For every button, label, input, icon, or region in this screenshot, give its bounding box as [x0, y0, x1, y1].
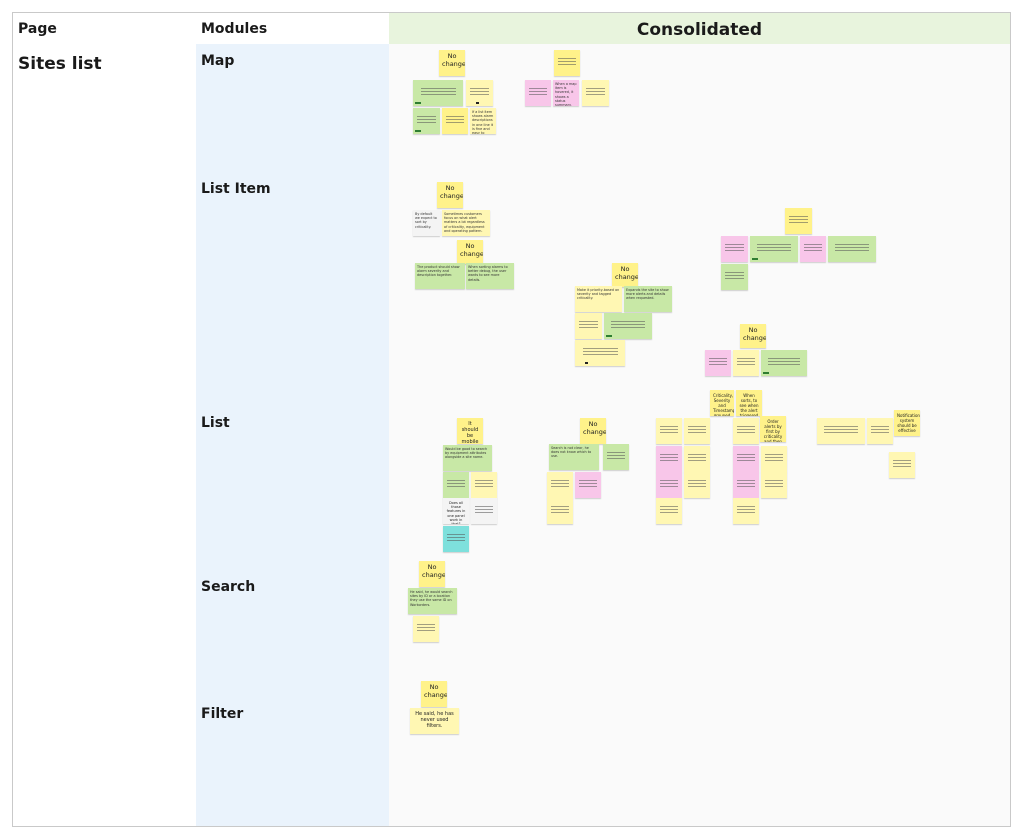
- sticky-note[interactable]: [656, 472, 682, 498]
- page-column-header: Page: [12, 12, 197, 45]
- sticky-note[interactable]: The product should show alarm severity a…: [415, 263, 465, 289]
- sticky-note[interactable]: [471, 498, 497, 524]
- sticky-note[interactable]: [761, 350, 807, 376]
- sticky-note[interactable]: [656, 498, 682, 524]
- sticky-note[interactable]: [684, 446, 710, 472]
- sticky-never-used-filters[interactable]: He said, he has never used filters.: [410, 708, 459, 734]
- sticky-no-change[interactable]: No change: [457, 240, 483, 264]
- sticky-note[interactable]: [525, 80, 551, 106]
- sticky-note[interactable]: [656, 446, 682, 472]
- sticky-note[interactable]: [684, 472, 710, 498]
- sticky-note[interactable]: [413, 108, 440, 134]
- sticky-note[interactable]: [684, 418, 710, 444]
- sticky-note[interactable]: [413, 80, 463, 106]
- sticky-note[interactable]: He said, he would search sites by ID or …: [408, 588, 457, 614]
- sticky-note[interactable]: [721, 264, 748, 290]
- sticky-note[interactable]: [443, 472, 469, 498]
- module-row-map: Map: [196, 44, 390, 173]
- sticky-note[interactable]: Make it priority-based on severity and t…: [575, 286, 622, 312]
- sticky-note[interactable]: When sorting alarms to better debug, the…: [466, 263, 514, 289]
- page-cell-sites-list: Sites list: [12, 44, 197, 827]
- sticky-note[interactable]: [575, 313, 602, 339]
- sticky-no-change[interactable]: No change: [437, 182, 463, 208]
- sticky-note[interactable]: [575, 340, 625, 366]
- sticky-note[interactable]: [471, 472, 497, 498]
- module-row-list: List: [196, 406, 390, 571]
- sticky-alert-triggered[interactable]: When sorts, to see when the alert trigge…: [736, 390, 762, 416]
- sticky-note[interactable]: [733, 446, 759, 472]
- sticky-note[interactable]: Sometimes customers focus on what alert …: [442, 210, 490, 236]
- sticky-note[interactable]: [867, 418, 893, 444]
- sticky-note[interactable]: Would be good to search by equipment att…: [443, 445, 492, 471]
- sticky-note[interactable]: [466, 80, 493, 106]
- sticky-note[interactable]: [547, 472, 573, 498]
- sticky-note[interactable]: [750, 236, 798, 262]
- sticky-note[interactable]: [785, 208, 812, 234]
- sticky-note[interactable]: [761, 446, 787, 472]
- sticky-note[interactable]: [582, 80, 609, 106]
- module-row-filter: Filter: [196, 697, 390, 827]
- sticky-note[interactable]: When a map item is hovered, it shows a s…: [553, 80, 579, 106]
- consolidated-cell-search[interactable]: [389, 570, 1011, 698]
- module-row-list-item: List Item: [196, 172, 390, 407]
- sticky-note[interactable]: [603, 444, 629, 470]
- sticky-notification-system[interactable]: Notification system should be effective: [894, 410, 920, 436]
- sticky-note[interactable]: [575, 472, 601, 498]
- sticky-no-change[interactable]: No change: [612, 263, 638, 287]
- module-label-search: Search: [201, 579, 256, 595]
- sticky-note[interactable]: Search is not clear, he does not know wh…: [549, 444, 599, 470]
- sticky-note[interactable]: Expands the site to show more alerts and…: [624, 286, 672, 312]
- sticky-no-change[interactable]: No change: [419, 561, 445, 587]
- consolidated-cell-list-item[interactable]: [389, 172, 1011, 407]
- sticky-no-change[interactable]: No change: [740, 324, 766, 348]
- sticky-mobile-friendly[interactable]: It should be mobile friendly: [457, 418, 483, 444]
- sticky-note[interactable]: [413, 616, 439, 642]
- sticky-note[interactable]: [733, 472, 759, 498]
- sticky-no-change[interactable]: No change: [439, 50, 465, 76]
- sticky-note[interactable]: By default we expect to sort by critical…: [413, 210, 440, 236]
- sticky-note[interactable]: [733, 418, 759, 444]
- sticky-note[interactable]: [828, 236, 876, 262]
- sticky-note[interactable]: [705, 350, 731, 376]
- sticky-note[interactable]: [817, 418, 865, 444]
- sticky-all-features[interactable]: Does all those features in one panel wor…: [443, 498, 469, 524]
- sticky-note[interactable]: [733, 498, 759, 524]
- sticky-note[interactable]: [442, 108, 468, 134]
- sticky-note[interactable]: [889, 452, 915, 478]
- sticky-note[interactable]: [721, 236, 748, 262]
- modules-column-header: Modules: [196, 12, 390, 45]
- module-label-map: Map: [201, 53, 235, 69]
- sticky-note[interactable]: [443, 526, 469, 552]
- module-label-list: List: [201, 415, 230, 431]
- consolidated-column-header: Consolidated: [389, 12, 1011, 45]
- sticky-no-change[interactable]: No change: [580, 418, 606, 444]
- sticky-note[interactable]: [733, 350, 759, 376]
- sticky-order-alerts[interactable]: Order alerts by first by criticality and…: [760, 416, 786, 442]
- sticky-note[interactable]: [761, 472, 787, 498]
- sticky-note[interactable]: [800, 236, 826, 262]
- sticky-criticality-grouped[interactable]: Criticality, Severity and Timestamp grou…: [710, 390, 734, 416]
- sticky-note[interactable]: If a list item shows alarm descriptions …: [470, 108, 496, 134]
- module-label-list-item: List Item: [201, 181, 271, 197]
- sticky-note[interactable]: [604, 313, 652, 339]
- page-label: Sites list: [18, 54, 102, 74]
- sticky-no-change[interactable]: No change: [421, 681, 447, 707]
- module-row-search: Search: [196, 570, 390, 698]
- sticky-note[interactable]: [656, 418, 682, 444]
- module-label-filter: Filter: [201, 706, 244, 722]
- consolidated-cell-filter[interactable]: [389, 697, 1011, 827]
- sticky-note[interactable]: [547, 498, 573, 524]
- sticky-note[interactable]: [554, 50, 580, 76]
